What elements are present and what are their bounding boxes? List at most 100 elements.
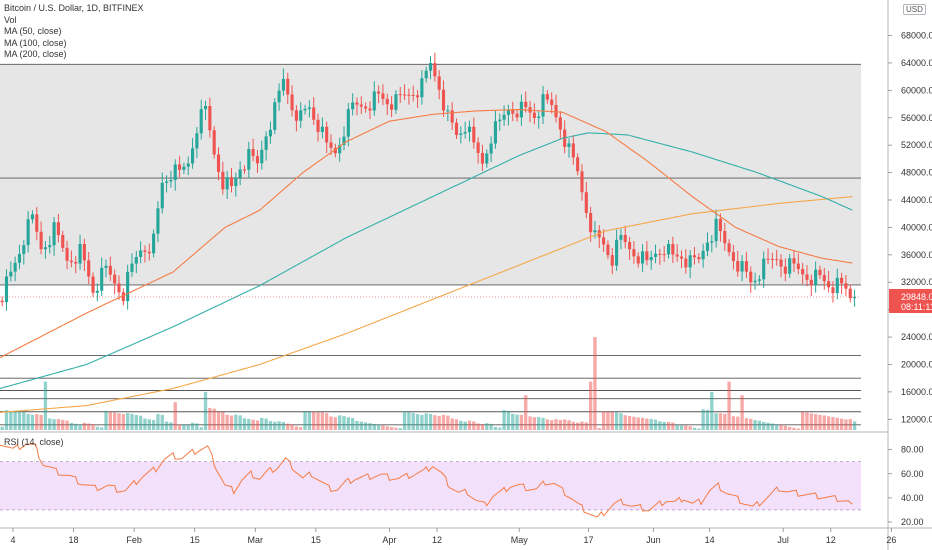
candle-body-82 [355, 102, 359, 105]
volume-bar-64 [277, 421, 281, 430]
candle-body-39 [169, 179, 173, 182]
candle-body-169 [731, 252, 735, 261]
volume-bar-157 [679, 425, 684, 430]
volume-bar-30 [130, 413, 134, 430]
volume-bar-135 [584, 422, 588, 430]
volume-bar-179 [775, 424, 779, 430]
candle-body-92 [398, 94, 402, 96]
candle-body-11 [48, 245, 52, 248]
candle-body-59 [255, 156, 260, 164]
rsi-band [0, 461, 861, 510]
candle-body-23 [100, 267, 104, 291]
volume-bar-144 [623, 415, 627, 430]
candle-body-89 [385, 98, 389, 105]
volume-bar-109 [472, 421, 476, 430]
candle-body-153 [662, 254, 666, 256]
volume-bar-130 [563, 419, 567, 430]
candle-body-126 [545, 94, 549, 100]
volume-bar-90 [389, 426, 394, 430]
candle-body-93 [403, 94, 407, 96]
volume-bar-182 [788, 426, 792, 430]
candle-body-9 [39, 231, 43, 250]
candle-body-106 [459, 133, 463, 135]
candle-body-70 [303, 108, 307, 111]
candle-body-54 [234, 177, 238, 187]
candle-body-132 [571, 143, 575, 158]
candle-body-119 [515, 113, 519, 118]
candle-body-38 [165, 181, 169, 183]
candle-body-194 [840, 277, 844, 284]
candle-body-19 [82, 243, 86, 261]
candle-body-14 [61, 235, 65, 248]
candle-body-32 [139, 250, 143, 258]
candle-body-73 [316, 119, 320, 133]
price-tick-label-12: 60000.0 [901, 85, 932, 95]
volume-bar-195 [844, 419, 848, 430]
candle-body-111 [480, 152, 485, 164]
candle-body-96 [415, 95, 420, 98]
candle-body-55 [238, 169, 242, 178]
volume-bar-99 [428, 414, 433, 430]
volume-bar-107 [463, 421, 467, 430]
candle-body-144 [623, 234, 627, 243]
candle-body-103 [446, 110, 450, 112]
currency-badge[interactable]: USD [903, 4, 926, 15]
candle-body-68 [294, 110, 298, 121]
volume-bar-18 [78, 424, 82, 430]
candle-body-44 [190, 148, 195, 164]
price-tick-label-2: 20000.0 [901, 359, 932, 369]
candle-body-187 [809, 279, 813, 286]
volume-bar-2 [9, 410, 13, 430]
volume-bar-193 [835, 417, 839, 430]
volume-bar-110 [476, 423, 480, 430]
chart-legend: Bitcoin / U.S. Dollar, 1D, BITFINEX Vol … [4, 3, 144, 61]
volume-bar-29 [125, 413, 130, 430]
volume-bar-67 [290, 424, 294, 430]
volume-bar-37 [160, 414, 164, 430]
volume-bar-14 [61, 419, 65, 430]
volume-bar-8 [35, 414, 39, 430]
shaded-range [0, 64, 861, 285]
volume-bar-91 [394, 427, 398, 430]
rsi-tick-label-0: 20.00 [901, 517, 924, 527]
candle-body-100 [433, 63, 437, 77]
volume-bar-89 [385, 426, 389, 430]
time-tick-label-4: Mar [248, 535, 264, 545]
candle-body-174 [753, 280, 757, 283]
volume-bar-131 [567, 420, 571, 430]
candle-body-121 [524, 101, 528, 108]
volume-bar-42 [182, 424, 186, 430]
rsi-tick-label-3: 80.00 [901, 445, 924, 455]
candle-body-84 [364, 106, 368, 109]
candle-body-60 [260, 149, 264, 164]
candle-body-76 [329, 142, 333, 148]
volume-bar-38 [164, 421, 169, 430]
candle-body-56 [242, 169, 247, 171]
volume-bar-121 [524, 395, 528, 430]
volume-bar-104 [450, 418, 454, 430]
price-tick-label-0: 12000.0 [901, 414, 932, 424]
ma200-line [0, 196, 853, 413]
volume-bar-154 [666, 421, 671, 430]
volume-bar-139 [601, 411, 606, 430]
candle-body-69 [299, 110, 303, 121]
volume-bar-174 [753, 420, 757, 430]
volume-bar-105 [454, 419, 459, 430]
volume-bar-73 [316, 412, 320, 430]
candle-body-193 [835, 277, 839, 294]
time-tick-label-13: 12 [826, 535, 836, 545]
price-tick-label-9: 48000.0 [901, 168, 932, 178]
volume-bar-181 [783, 425, 788, 430]
price-tick-label-13: 64000.0 [901, 58, 932, 68]
candle-body-182 [788, 258, 792, 274]
volume-bar-63 [273, 421, 277, 430]
volume-bar-185 [800, 411, 805, 430]
candle-body-91 [394, 94, 398, 110]
volume-bar-125 [541, 417, 545, 430]
time-tick-label-0: 4 [10, 535, 15, 545]
volume-bar-77 [333, 417, 338, 430]
volume-bar-54 [234, 414, 238, 430]
volume-bar-74 [320, 412, 325, 430]
candle-body-46 [199, 109, 203, 134]
